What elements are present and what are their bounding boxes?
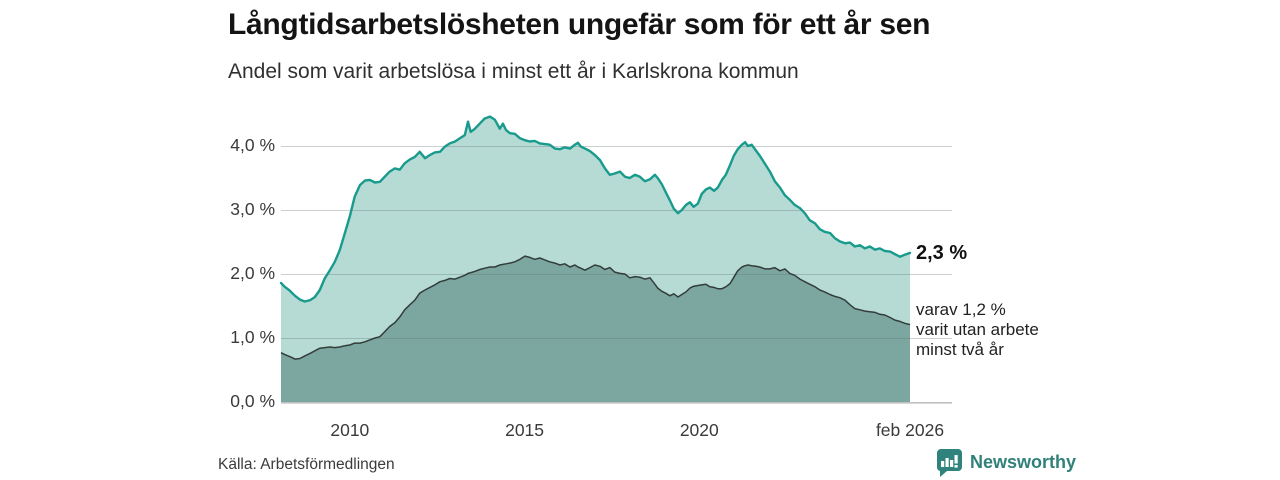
x-axis-tick-label: 2015 — [505, 420, 545, 440]
y-axis-tick-label: 0,0 % — [230, 391, 275, 411]
newsworthy-logo: Newsworthy — [934, 448, 1076, 477]
y-axis-tick-label: 1,0 % — [230, 327, 275, 347]
y-axis-tick-label: 3,0 % — [230, 199, 275, 219]
page-title: Långtidsarbetslösheten ungefär som för e… — [228, 8, 931, 41]
x-axis-tick-label: 2020 — [679, 420, 719, 440]
newsworthy-bubble-chart-icon — [936, 449, 962, 477]
chart-subtitle: Andel som varit arbetslösa i minst ett å… — [228, 60, 799, 83]
newsworthy-wordmark: Newsworthy — [970, 452, 1077, 472]
source-credit: Källa: Arbetsförmedlingen — [218, 456, 395, 473]
y-axis-tick-label: 4,0 % — [230, 135, 275, 155]
x-axis-tick-label: 2010 — [330, 420, 370, 440]
series-end-label-total: 2,3 % — [916, 242, 968, 264]
y-axis-tick-label: 2,0 % — [230, 263, 275, 283]
series-annotation-two-plus: varav 1,2 % varit utan arbete minst två … — [916, 300, 1039, 359]
area-two-plus-years — [281, 256, 910, 402]
x-axis-tick-label: feb 2026 — [875, 420, 945, 440]
line-total-unemployed — [279, 115, 912, 303]
line-two-plus-years — [280, 255, 911, 360]
